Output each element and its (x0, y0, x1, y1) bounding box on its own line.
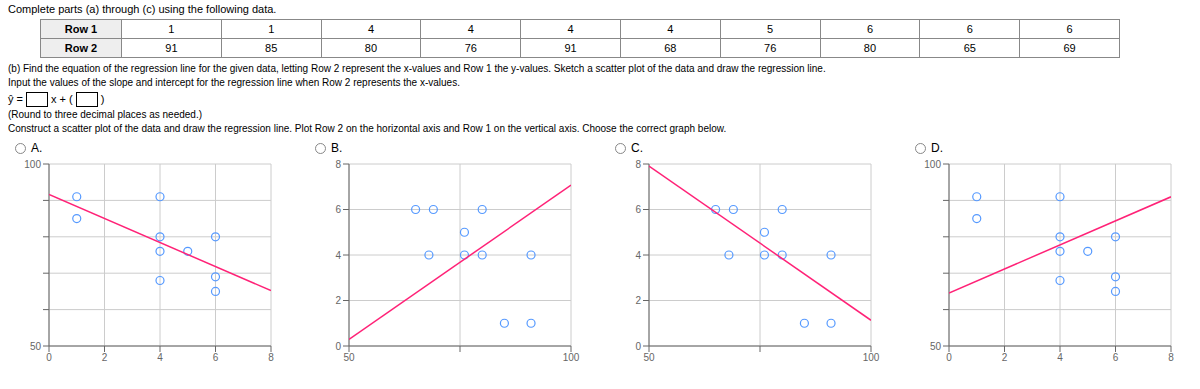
html-text:C.: C. (631, 141, 643, 155)
html-text:4: 4 (367, 23, 374, 35)
svg-text:6: 6 (335, 204, 341, 215)
html-text:69: 69 (1063, 42, 1076, 54)
svg-text:2: 2 (635, 295, 641, 306)
svg-text:100: 100 (863, 352, 880, 363)
svg-text:0: 0 (335, 341, 341, 352)
html-text:Input the values of the slope: Input the values of the slope and interc… (8, 77, 460, 88)
html-text:ŷ =: ŷ = (8, 93, 23, 105)
svg-text:4: 4 (635, 250, 641, 261)
svg-text:50: 50 (343, 352, 355, 363)
html-text:1: 1 (168, 23, 175, 35)
svg-text:8: 8 (1168, 352, 1174, 363)
svg-text:100: 100 (24, 159, 41, 170)
svg-text:50: 50 (930, 341, 942, 352)
html-text:(Round to three decimal places: (Round to three decimal places as needed… (8, 109, 202, 120)
html-text:4: 4 (467, 23, 474, 35)
html-text:Complete parts (a) through (c): Complete parts (a) through (c) using the… (8, 3, 277, 15)
html-text:D.: D. (931, 141, 943, 155)
html-text:85: 85 (265, 42, 278, 54)
html-text:6: 6 (966, 23, 973, 35)
html-text:6: 6 (1066, 23, 1073, 35)
svg-text:0: 0 (635, 341, 641, 352)
svg-text:4: 4 (1057, 352, 1063, 363)
html-text:A.: A. (31, 141, 43, 155)
svg-text:6: 6 (1113, 352, 1119, 363)
svg-text:6: 6 (213, 352, 219, 363)
svg-text:4: 4 (335, 250, 341, 261)
svg-text:50: 50 (30, 341, 42, 352)
html-text:80: 80 (863, 42, 877, 54)
svg-text:0: 0 (946, 352, 952, 363)
html-text:76: 76 (764, 42, 777, 54)
html-text:x + (: x + ( (51, 93, 73, 105)
svg-text:2: 2 (102, 352, 108, 363)
html-text:4: 4 (567, 23, 574, 35)
html-text:4: 4 (667, 23, 674, 35)
svg-text:8: 8 (635, 159, 641, 170)
svg-text:8: 8 (335, 159, 341, 170)
svg-text:50: 50 (643, 352, 655, 363)
html-text:76: 76 (464, 42, 477, 54)
html-text:68: 68 (664, 42, 677, 54)
svg-text:2: 2 (335, 295, 341, 306)
html-text:Row 1: Row 1 (64, 23, 98, 35)
svg-text:0: 0 (46, 352, 52, 363)
html-text:91: 91 (564, 42, 577, 54)
html-text:6: 6 (866, 23, 873, 35)
svg-text:4: 4 (157, 352, 163, 363)
html-text:80: 80 (364, 42, 378, 54)
html-text:5: 5 (767, 23, 774, 35)
html-text:Construct a scatter plot of th: Construct a scatter plot of the data and… (8, 123, 727, 134)
svg-text:2: 2 (1002, 352, 1008, 363)
svg-text:100: 100 (924, 159, 941, 170)
svg-text:8: 8 (268, 352, 274, 363)
svg-text:6: 6 (635, 204, 641, 215)
svg-text:100: 100 (563, 352, 580, 363)
html-text:B.: B. (331, 141, 343, 155)
html-text:91: 91 (165, 42, 178, 54)
html-text:Row 2: Row 2 (64, 42, 98, 54)
html-text:1: 1 (268, 23, 275, 35)
html-text:(b) Find the equation of the r: (b) Find the equation of the regression … (8, 63, 826, 74)
html-text:65: 65 (963, 42, 976, 54)
